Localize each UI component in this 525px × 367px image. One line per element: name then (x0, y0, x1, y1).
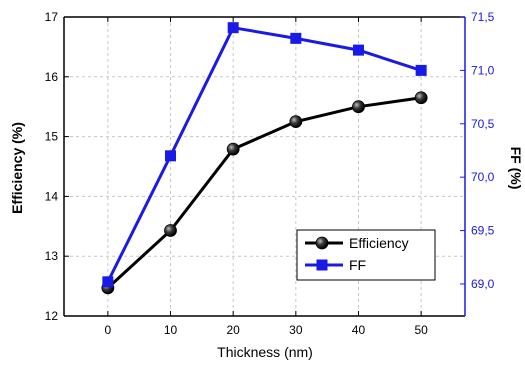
y-left-tick-label: 12 (45, 309, 59, 323)
legend-ff-label: FF (349, 257, 366, 273)
y-right-tick-label: 69,0 (471, 277, 495, 291)
y-right-tick-label: 69,5 (471, 224, 495, 238)
legend: Efficiency FF (296, 229, 436, 281)
y-left-tick-label: 13 (45, 249, 59, 263)
efficiency-point (352, 100, 365, 114)
legend-efficiency-label: Efficiency (349, 235, 409, 251)
x-tick-label: 40 (352, 323, 366, 337)
y-axis-right-label: FF (%) (508, 147, 524, 190)
ff-line (106, 26, 422, 283)
legend-ff-marker (316, 259, 328, 271)
efficiency-point (226, 142, 240, 156)
y-left-tick-label: 16 (45, 70, 59, 84)
legend-efficiency-marker (315, 236, 329, 250)
y-right-tick-label: 71,5 (471, 10, 495, 24)
x-axis-label: Thickness (nm) (217, 344, 313, 360)
ff-point (227, 22, 239, 34)
efficiency-point (289, 115, 303, 129)
efficiency-point (164, 224, 177, 237)
ff-point (290, 32, 302, 44)
y-left-tick-label: 15 (45, 130, 59, 144)
y-right-tick-label: 70,0 (471, 170, 495, 184)
tick-labels: 0 10 20 30 40 50 12 13 14 15 16 17 69,0 69,5 70,0 70,5 7… (45, 10, 495, 337)
axes (63, 16, 466, 317)
x-tick-label: 20 (226, 323, 240, 337)
efficiency-point (414, 91, 428, 105)
y-left-tick-label: 14 (45, 189, 59, 203)
x-tick-label: 10 (164, 323, 178, 337)
efficiency-line (106, 96, 422, 289)
ff-point (415, 64, 427, 76)
ff-point (102, 276, 114, 288)
ff-point (352, 44, 364, 56)
y-axis-left-label: Efficiency (%) (9, 122, 25, 214)
x-tick-label: 30 (289, 323, 303, 337)
series (101, 22, 428, 295)
x-tick-label: 50 (414, 323, 428, 337)
y-right-tick-label: 70,5 (471, 117, 495, 131)
y-right-tick-label: 71,0 (471, 63, 495, 77)
ff-point (165, 150, 177, 162)
x-tick-label: 0 (105, 323, 112, 337)
y-left-tick-label: 17 (45, 10, 59, 24)
